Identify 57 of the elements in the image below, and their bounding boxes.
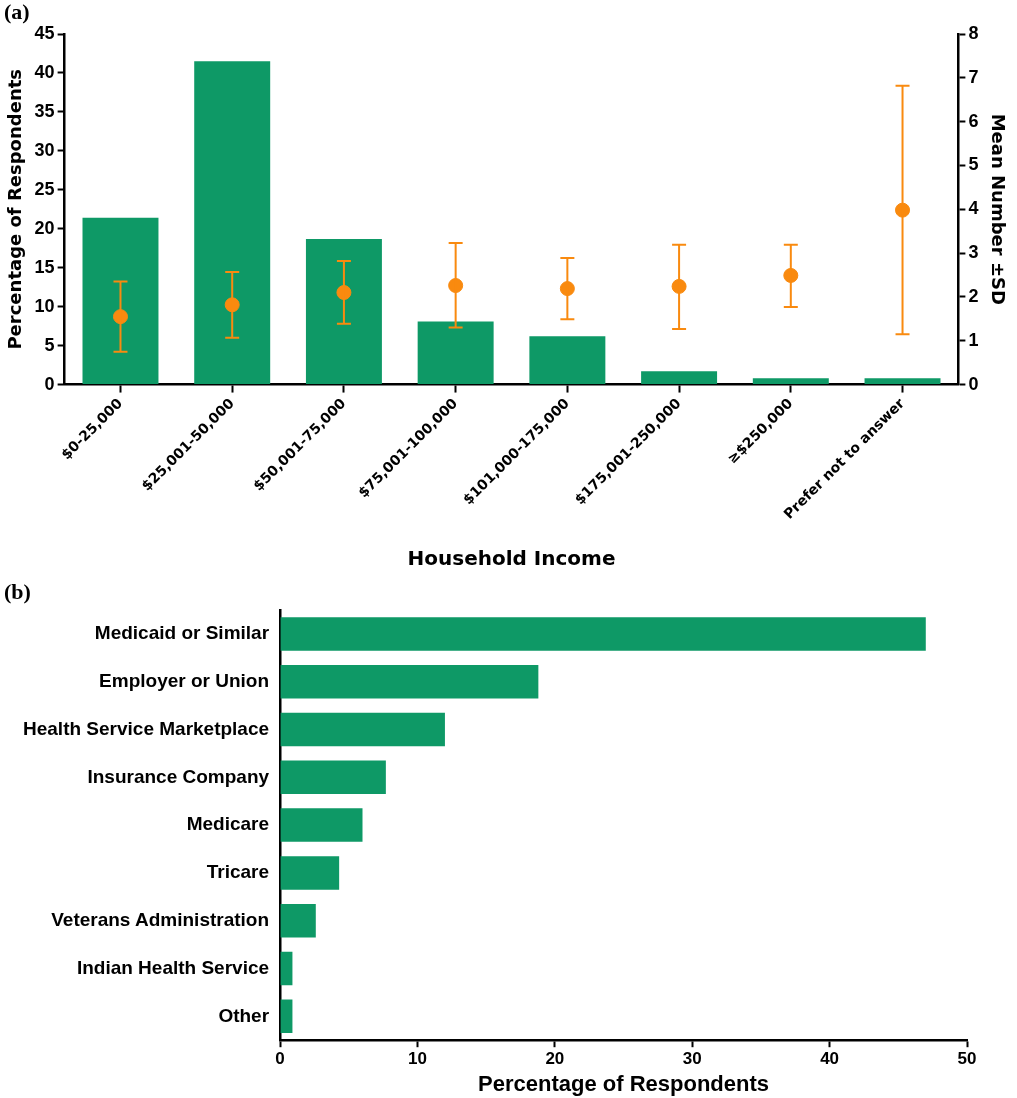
x-tick-label: 30 (682, 1049, 702, 1069)
y-tick-label: Indian Health Service (76, 956, 270, 978)
bar (280, 664, 539, 699)
bar (305, 238, 382, 385)
y-tick-label: 40 (34, 61, 55, 82)
x-axis-title: Household Income (407, 546, 616, 571)
y-tick-label: Health Service Marketplace (22, 717, 270, 739)
y2-tick-label: 8 (968, 22, 979, 43)
y-tick-label: Tricare (206, 861, 270, 883)
y2-tick-label: 4 (968, 198, 979, 219)
bar (280, 856, 340, 890)
bar (280, 712, 445, 747)
y2-tick-label: 5 (968, 154, 979, 175)
bar (280, 999, 293, 1034)
y-tick-label: Other (218, 1004, 270, 1026)
y2-tick-label: 6 (968, 110, 979, 131)
text: (b) (4, 578, 31, 604)
bar (194, 61, 271, 385)
x-axis-title: Percentage of Respondents (478, 1070, 770, 1096)
text: (a) (4, 0, 30, 24)
x-tick-label: 0 (275, 1049, 285, 1069)
y-tick-label: Employer or Union (99, 669, 270, 691)
y-tick-label: 5 (44, 334, 55, 355)
bar (280, 760, 386, 795)
bar (864, 378, 941, 385)
x-tick-label: 50 (957, 1049, 977, 1069)
bar (280, 951, 293, 986)
y-tick-label: 25 (34, 178, 55, 199)
y2-tick-label: 1 (968, 329, 979, 350)
y-tick-label: Veterans Administration (51, 908, 270, 930)
y2-tick-label: 2 (968, 285, 979, 306)
y-tick-label: 45 (34, 22, 55, 43)
y-tick-label: Insurance Company (87, 765, 270, 787)
bar (280, 808, 363, 842)
y2-axis-title: Mean Number ±SD (987, 113, 1009, 305)
y-tick-label: Medicare (186, 813, 270, 835)
x-tick-label: 20 (545, 1049, 565, 1069)
bar (417, 321, 494, 385)
y-tick-label: 10 (34, 295, 55, 316)
y2-tick-label: 7 (968, 66, 979, 87)
bar (280, 617, 926, 651)
bar (529, 336, 606, 385)
x-tick-label: 40 (820, 1049, 840, 1069)
bar (82, 217, 159, 385)
bar (752, 378, 829, 385)
y-tick-label: 30 (34, 139, 55, 160)
y-tick-label: 20 (34, 217, 55, 238)
y-tick-label: Medicaid or Similar (94, 622, 270, 644)
y-tick-label: 0 (44, 373, 55, 394)
y2-tick-label: 3 (968, 242, 979, 263)
x-tick-label: 10 (408, 1049, 427, 1069)
y-tick-label: 35 (34, 100, 55, 121)
bar (280, 903, 316, 938)
y2-tick-label: 0 (968, 373, 979, 394)
y-tick-label: 15 (34, 256, 55, 277)
y-axis-title: Percentage of Respondents (4, 68, 26, 350)
bar (641, 371, 718, 385)
